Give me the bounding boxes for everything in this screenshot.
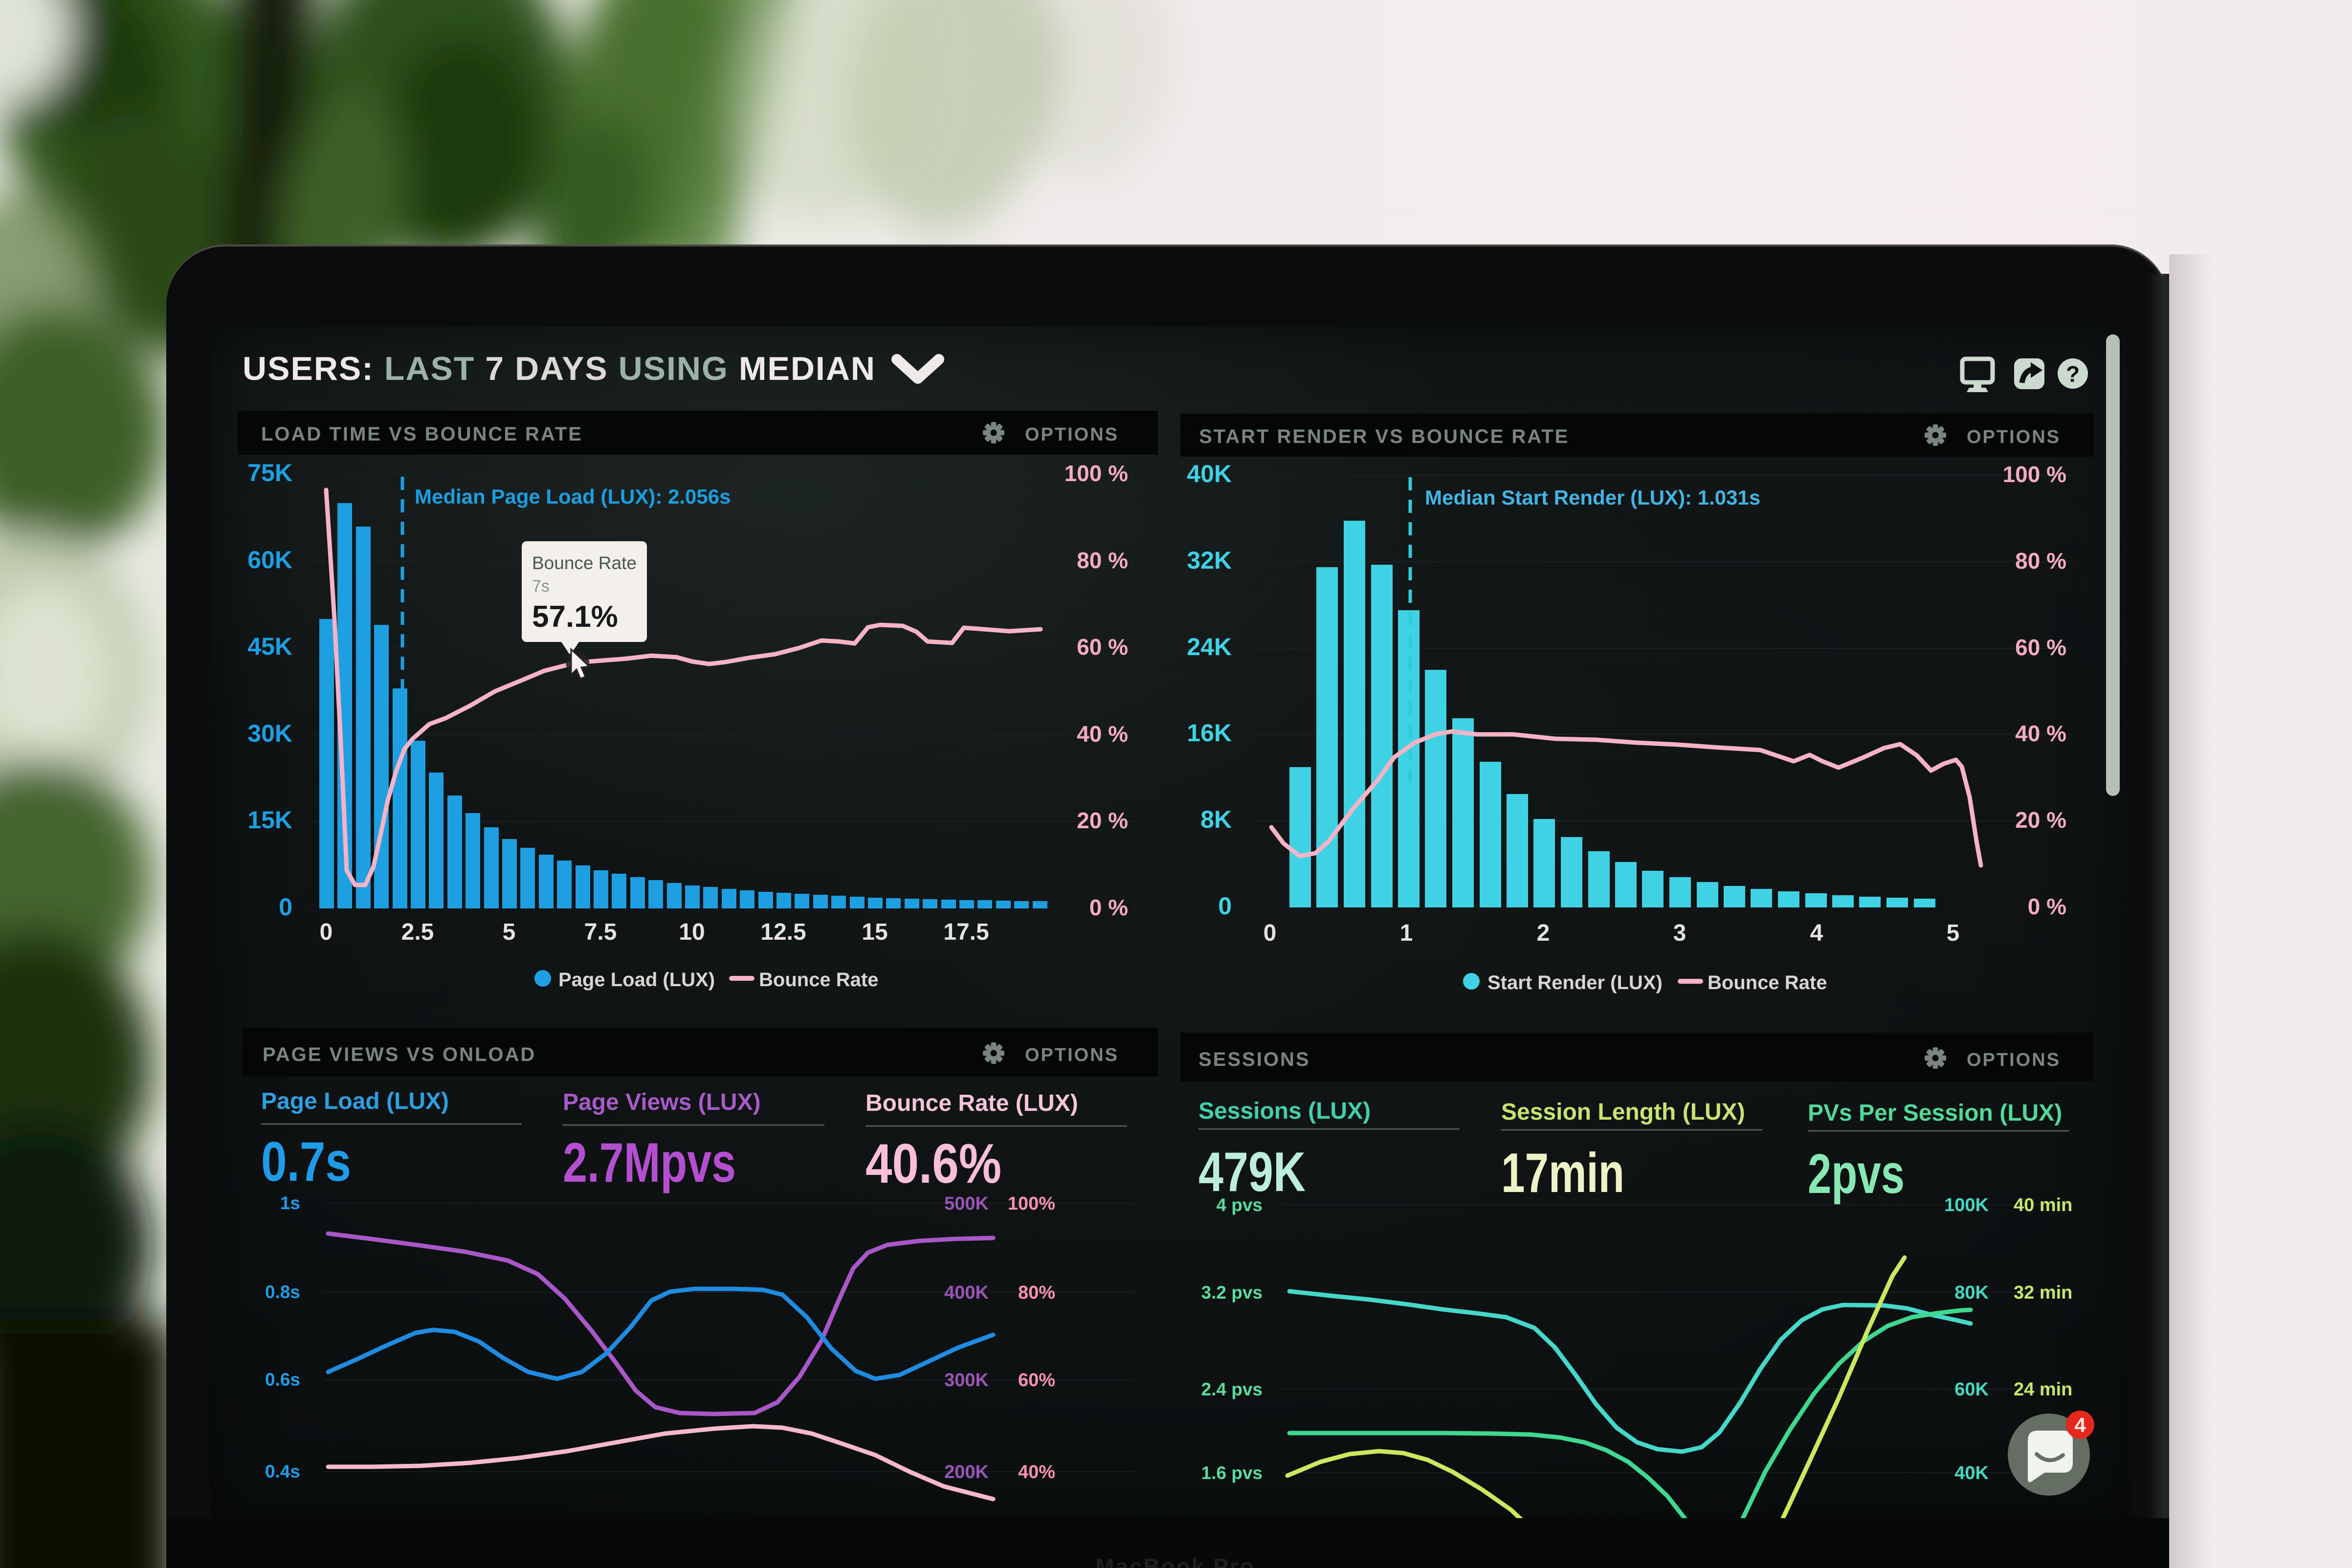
svg-text:5: 5: [1947, 920, 1960, 946]
svg-text:Page Load (LUX): Page Load (LUX): [261, 1088, 449, 1114]
svg-text:Page Views (LUX): Page Views (LUX): [563, 1089, 761, 1115]
svg-text:40 %: 40 %: [1077, 721, 1128, 747]
svg-text:7s: 7s: [532, 577, 550, 596]
svg-text:0.8s: 0.8s: [265, 1282, 300, 1302]
svg-text:40%: 40%: [1018, 1462, 1055, 1482]
svg-text:Session Length (LUX): Session Length (LUX): [1501, 1099, 1745, 1125]
svg-text:479K: 479K: [1198, 1141, 1306, 1203]
svg-text:1: 1: [1400, 920, 1413, 946]
svg-text:0: 0: [1218, 892, 1232, 920]
svg-text:Bounce Rate: Bounce Rate: [759, 969, 879, 991]
svg-text:40 %: 40 %: [2015, 721, 2066, 746]
svg-text:45K: 45K: [247, 633, 292, 660]
svg-text:1s: 1s: [280, 1193, 300, 1213]
svg-text:4 pvs: 4 pvs: [1216, 1195, 1263, 1215]
svg-text:Median Start Render (LUX): 1.0: Median Start Render (LUX): 1.031s: [1425, 486, 1760, 509]
svg-text:60 %: 60 %: [2015, 635, 2066, 660]
svg-text:4: 4: [1810, 920, 1823, 946]
svg-text:0: 0: [279, 893, 292, 921]
svg-text:4: 4: [2074, 1413, 2086, 1436]
svg-text:80 %: 80 %: [2015, 548, 2066, 574]
svg-text:40.6%: 40.6%: [865, 1133, 1001, 1195]
svg-text:PVs Per Session (LUX): PVs Per Session (LUX): [1808, 1100, 2062, 1126]
svg-text:OPTIONS: OPTIONS: [1025, 424, 1119, 445]
svg-text:2pvs: 2pvs: [1808, 1143, 1905, 1205]
svg-text:75K: 75K: [247, 459, 292, 486]
svg-text:10: 10: [679, 919, 705, 945]
svg-text:17.5: 17.5: [943, 919, 989, 945]
svg-text:OPTIONS: OPTIONS: [1025, 1045, 1119, 1065]
svg-text:24K: 24K: [1187, 633, 1232, 661]
svg-text:100K: 100K: [1944, 1195, 1989, 1215]
svg-text:0 %: 0 %: [2028, 894, 2066, 919]
svg-text:57.1%: 57.1%: [532, 600, 618, 634]
svg-text:0.7s: 0.7s: [261, 1131, 351, 1193]
svg-text:0 %: 0 %: [1089, 895, 1128, 920]
svg-text:80 %: 80 %: [1077, 548, 1128, 573]
svg-text:400K: 400K: [944, 1282, 989, 1303]
svg-text:100%: 100%: [1008, 1193, 1055, 1214]
svg-text:2.7Mpvs: 2.7Mpvs: [563, 1132, 736, 1194]
svg-text:2.4 pvs: 2.4 pvs: [1201, 1379, 1263, 1399]
svg-text:300K: 300K: [944, 1370, 989, 1391]
svg-text:100 %: 100 %: [1065, 461, 1128, 486]
svg-text:24 min: 24 min: [2014, 1379, 2072, 1400]
svg-text:0: 0: [1264, 920, 1277, 946]
svg-text:3: 3: [1673, 920, 1686, 946]
svg-text:40 min: 40 min: [2014, 1195, 2072, 1215]
svg-text:Bounce Rate: Bounce Rate: [1708, 972, 1827, 994]
svg-text:2.5: 2.5: [401, 919, 434, 945]
svg-text:12.5: 12.5: [760, 919, 806, 945]
svg-text:Median Page Load (LUX): 2.056s: Median Page Load (LUX): 2.056s: [415, 485, 731, 508]
svg-text:USERS: LAST 7 DAYS USING MEDIA: USERS: LAST 7 DAYS USING MEDIAN: [243, 350, 876, 387]
svg-text:OPTIONS: OPTIONS: [1967, 1050, 2061, 1070]
svg-text:15K: 15K: [247, 806, 292, 834]
svg-text:7.5: 7.5: [584, 919, 617, 945]
svg-text:Bounce Rate: Bounce Rate: [532, 553, 637, 573]
svg-text:32K: 32K: [1187, 547, 1232, 574]
svg-text:Bounce Rate (LUX): Bounce Rate (LUX): [865, 1090, 1078, 1116]
svg-text:20 %: 20 %: [1077, 808, 1128, 833]
svg-text:Sessions (LUX): Sessions (LUX): [1198, 1098, 1371, 1124]
svg-text:2: 2: [1537, 920, 1550, 946]
svg-text:60K: 60K: [1954, 1379, 1989, 1400]
svg-text:60K: 60K: [247, 546, 292, 574]
svg-text:32 min: 32 min: [2014, 1282, 2072, 1303]
svg-text:200K: 200K: [944, 1462, 989, 1482]
svg-text:Start Render (LUX): Start Render (LUX): [1487, 972, 1663, 994]
svg-text:5: 5: [503, 919, 516, 945]
svg-text:8K: 8K: [1200, 806, 1232, 833]
svg-text:PAGE VIEWS VS ONLOAD: PAGE VIEWS VS ONLOAD: [263, 1044, 536, 1065]
svg-text:Page Load (LUX): Page Load (LUX): [558, 969, 715, 991]
svg-text:30K: 30K: [247, 720, 292, 747]
svg-text:80K: 80K: [1954, 1282, 1989, 1303]
svg-text:40K: 40K: [1187, 460, 1232, 487]
svg-text:0.4s: 0.4s: [265, 1461, 300, 1481]
svg-text:40K: 40K: [1954, 1463, 1989, 1483]
svg-text:16K: 16K: [1187, 719, 1232, 747]
svg-text:MacBook Pro: MacBook Pro: [1095, 1554, 1255, 1568]
svg-text:80%: 80%: [1018, 1282, 1055, 1303]
svg-text:17min: 17min: [1501, 1142, 1624, 1204]
svg-text:1.6 pvs: 1.6 pvs: [1201, 1463, 1263, 1483]
svg-text:60 %: 60 %: [1077, 634, 1128, 660]
svg-text:500K: 500K: [944, 1193, 989, 1214]
svg-text:0.6s: 0.6s: [265, 1369, 300, 1390]
svg-text:SESSIONS: SESSIONS: [1198, 1049, 1310, 1070]
svg-text:?: ?: [2066, 361, 2080, 387]
svg-text:60%: 60%: [1018, 1370, 1055, 1391]
svg-text:START RENDER VS BOUNCE RATE: START RENDER VS BOUNCE RATE: [1199, 426, 1569, 447]
svg-text:15: 15: [862, 919, 888, 945]
svg-text:0: 0: [320, 919, 333, 945]
svg-text:20 %: 20 %: [2015, 807, 2066, 833]
svg-text:LOAD TIME VS BOUNCE RATE: LOAD TIME VS BOUNCE RATE: [261, 423, 583, 445]
svg-text:3.2 pvs: 3.2 pvs: [1201, 1282, 1263, 1303]
svg-text:OPTIONS: OPTIONS: [1967, 427, 2061, 447]
svg-text:100 %: 100 %: [2003, 462, 2066, 487]
